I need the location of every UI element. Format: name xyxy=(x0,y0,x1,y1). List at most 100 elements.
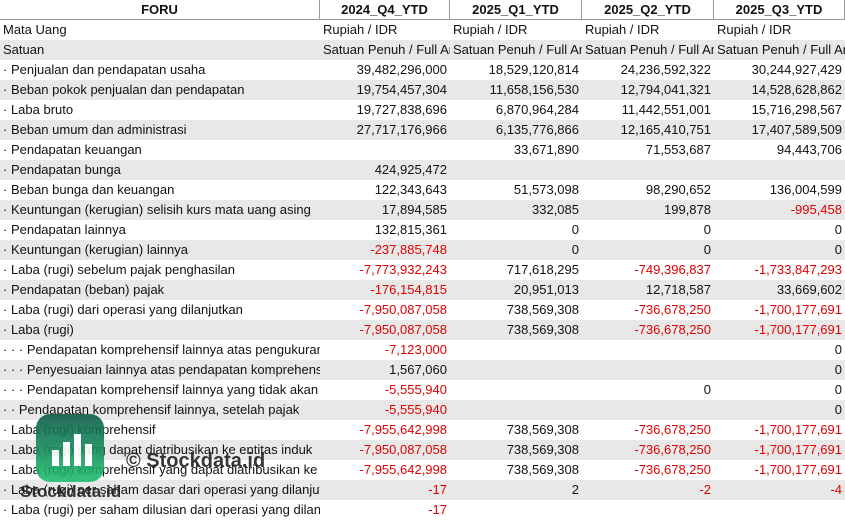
value-cell: 30,244,927,429 xyxy=(751,62,842,77)
value-cell: 71,553,687 xyxy=(645,142,711,157)
value-cell: 332,085 xyxy=(532,202,579,217)
header-cell: 2024_Q4_YTD xyxy=(320,0,450,20)
value-cell: -5,555,940 xyxy=(384,382,447,397)
value-cell: 19,754,457,304 xyxy=(356,82,447,97)
value-cell xyxy=(582,400,714,420)
row-label: · Keuntungan (kerugian) selisih kurs mat… xyxy=(3,202,311,217)
row-label: · Pendapatan bunga xyxy=(3,162,121,177)
table-row: · Laba (rugi) komprehensif-7,955,642,998… xyxy=(0,420,845,440)
value-cell xyxy=(582,360,714,380)
value-cell: 11,442,551,001 xyxy=(621,102,711,117)
watermark-logo-text: Stockdata.id xyxy=(20,482,122,501)
row-label: · Pendapatan lainnya xyxy=(3,222,126,237)
value-cell: Satuan Penuh / Full Amount xyxy=(717,42,845,57)
value-cell: 39,482,296,000 xyxy=(356,62,447,77)
value-cell: 17,407,589,509 xyxy=(751,122,842,137)
value-cell: Satuan Penuh / Full Amount xyxy=(323,42,450,57)
value-cell: 0 xyxy=(834,242,842,257)
value-cell: 738,569,308 xyxy=(506,442,579,457)
value-cell xyxy=(582,500,714,520)
row-label: · Beban bunga dan keuangan xyxy=(3,182,175,197)
table-row: · Keuntungan (kerugian) lainnya -237,885,… xyxy=(0,240,845,260)
value-cell: -736,678,250 xyxy=(634,302,711,317)
table-row: · Laba (rugi) dari operasi yang dilanjut… xyxy=(0,300,845,320)
table-row: · Beban umum dan administrasi 27,717,176,… xyxy=(0,120,845,140)
table-row: · Penjualan dan pendapatan usaha 39,482,2… xyxy=(0,60,845,80)
row-label: · Laba (rugi) sebelum pajak penghasilan xyxy=(3,262,235,277)
value-cell: 424,925,472 xyxy=(374,162,447,177)
value-cell: -1,700,177,691 xyxy=(754,442,842,457)
value-cell xyxy=(450,160,582,180)
value-cell: 12,794,041,321 xyxy=(620,82,711,97)
value-cell: Rupiah / IDR xyxy=(323,22,398,37)
row-label: · Beban umum dan administrasi xyxy=(3,122,187,137)
value-cell: -736,678,250 xyxy=(634,442,711,457)
value-cell: 27,717,176,966 xyxy=(356,122,447,137)
value-cell xyxy=(714,500,845,520)
value-cell: -736,678,250 xyxy=(634,422,711,437)
value-cell: -736,678,250 xyxy=(634,322,711,337)
value-cell: 738,569,308 xyxy=(506,302,579,317)
value-cell: 122,343,643 xyxy=(374,182,447,197)
row-label: · Pendapatan (beban) pajak xyxy=(3,282,165,297)
table-row: · Keuntungan (kerugian) selisih kurs mat… xyxy=(0,200,845,220)
value-cell: 20,951,013 xyxy=(513,282,579,297)
value-cell: 738,569,308 xyxy=(506,462,579,477)
table-row: · · · Pendapatan komprehensif lainnya at… xyxy=(0,340,845,360)
value-cell: -7,950,087,058 xyxy=(359,442,447,457)
value-cell xyxy=(450,400,582,420)
value-cell: 0 xyxy=(703,382,711,397)
table-row: · Beban bunga dan keuangan 122,343,643 51,… xyxy=(0,180,845,200)
value-cell: 0 xyxy=(834,222,842,237)
table-row: · Laba (rugi) per saham dasar dari opera… xyxy=(0,480,845,500)
value-cell: Rupiah / IDR xyxy=(717,22,792,37)
value-cell: -736,678,250 xyxy=(634,462,711,477)
value-cell: 98,290,652 xyxy=(645,182,711,197)
value-cell: 6,870,964,284 xyxy=(495,102,579,117)
value-cell: 0 xyxy=(571,222,579,237)
value-cell xyxy=(450,380,582,400)
table-row: · Laba (rugi) sebelum pajak penghasilan -… xyxy=(0,260,845,280)
table-row: · Laba (rugi) -7,950,087,058 738,569,308 -7… xyxy=(0,320,845,340)
table-row: · · Pendapatan komprehensif lainnya, set… xyxy=(0,400,845,420)
value-cell: 11,658,156,530 xyxy=(489,82,579,97)
value-cell: 33,669,602 xyxy=(776,282,842,297)
value-cell: 33,671,890 xyxy=(513,142,579,157)
value-cell: 199,878 xyxy=(664,202,711,217)
row-label: · Laba (rugi) per saham dilusian dari op… xyxy=(3,502,320,517)
value-cell: 0 xyxy=(703,242,711,257)
row-label: Mata Uang xyxy=(3,22,67,37)
row-label: Satuan xyxy=(3,42,45,57)
table-row: · Pendapatan bunga 424,925,472 xyxy=(0,160,845,180)
value-cell: 18,529,120,814 xyxy=(488,62,579,77)
value-cell: Rupiah / IDR xyxy=(585,22,660,37)
value-cell: 717,618,295 xyxy=(506,262,579,277)
table-row: · Pendapatan keuangan 33,671,890 71,553,68… xyxy=(0,140,845,160)
row-label: · Penjualan dan pendapatan usaha xyxy=(3,62,206,77)
table-row: · · · Pendapatan komprehensif lainnya ya… xyxy=(0,380,845,400)
value-cell: -7,950,087,058 xyxy=(359,322,447,337)
row-label: · Laba bruto xyxy=(3,102,74,117)
header-cell: 2025_Q1_YTD xyxy=(450,0,582,20)
value-cell: 19,727,838,696 xyxy=(356,102,447,117)
row-label: · Laba (rugi) dari operasi yang dilanjut… xyxy=(3,302,243,317)
value-cell: 738,569,308 xyxy=(506,422,579,437)
row-label: · · · Pendapatan komprehensif lainnya ya… xyxy=(3,382,320,397)
value-cell: 0 xyxy=(834,362,842,377)
value-cell: 15,716,298,567 xyxy=(751,102,842,117)
value-cell: -7,773,932,243 xyxy=(359,262,447,277)
value-cell: -4 xyxy=(830,482,842,497)
value-cell xyxy=(450,360,582,380)
value-cell: 0 xyxy=(834,402,842,417)
value-cell: 2 xyxy=(571,482,579,497)
value-cell: -5,555,940 xyxy=(384,402,447,417)
table-row: · Pendapatan (beban) pajak -176,154,815 20… xyxy=(0,280,845,300)
value-cell: Satuan Penuh / Full Amount xyxy=(453,42,582,57)
value-cell: 0 xyxy=(571,242,579,257)
header-cell: 2025_Q3_YTD xyxy=(714,0,845,20)
value-cell: 12,718,587 xyxy=(645,282,711,297)
value-cell: 6,135,776,866 xyxy=(495,122,579,137)
value-cell: -995,458 xyxy=(790,202,842,217)
